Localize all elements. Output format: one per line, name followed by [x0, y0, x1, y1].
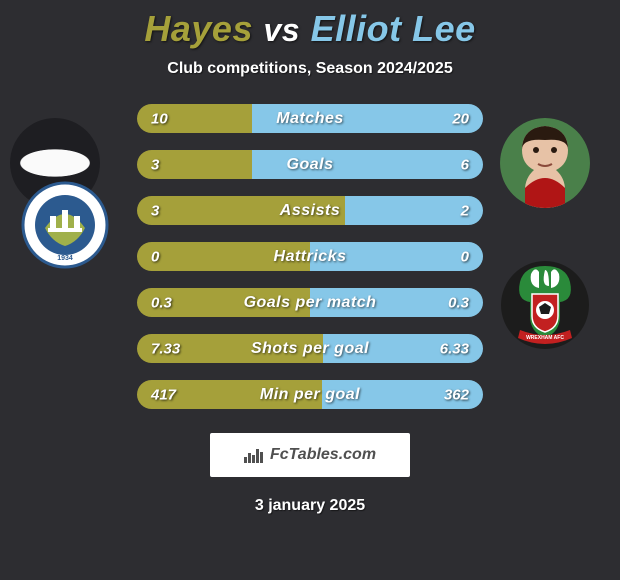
stat-row: 10 20 Matches	[137, 104, 483, 133]
stat-value-left: 10	[151, 110, 168, 127]
stats-list: 10 20 Matches 3 6 Goals 3 2 Assists 0 0 Hattricks 0.…	[137, 104, 483, 409]
player2-name: Elliot Lee	[311, 8, 476, 49]
site-logo: FcTables.com	[210, 433, 410, 477]
stat-value-right: 2	[461, 202, 469, 219]
vs-text: vs	[263, 12, 300, 48]
stat-value-right: 0.3	[448, 294, 469, 311]
crest-right-ribbon-text: WREXHAM AFC	[526, 335, 564, 341]
crest-left-icon: 1934	[20, 180, 110, 270]
player1-club-crest: 1934	[20, 180, 110, 270]
subtitle: Club competitions, Season 2024/2025	[0, 60, 620, 78]
stat-value-right: 20	[452, 110, 469, 127]
logo-text: FcTables.com	[270, 446, 376, 464]
date-text: 3 january 2025	[0, 497, 620, 515]
page-title: Hayes vs Elliot Lee	[0, 0, 620, 50]
stat-label: Min per goal	[260, 386, 360, 404]
stat-value-right: 6.33	[440, 340, 469, 357]
stat-row: 7.33 6.33 Shots per goal	[137, 334, 483, 363]
stat-value-left: 3	[151, 156, 159, 173]
stat-label: Matches	[276, 110, 344, 128]
comparison-card: Hayes vs Elliot Lee Club competitions, S…	[0, 0, 620, 580]
player2-avatar	[500, 118, 590, 208]
stat-label: Goals	[287, 156, 334, 174]
stat-label: Hattricks	[274, 248, 347, 266]
player2-face-icon	[500, 118, 590, 208]
stat-value-left: 7.33	[151, 340, 180, 357]
stat-row: 3 2 Assists	[137, 196, 483, 225]
stat-row: 3 6 Goals	[137, 150, 483, 179]
stat-value-left: 0.3	[151, 294, 172, 311]
stat-value-left: 417	[151, 386, 176, 403]
stat-label: Assists	[280, 202, 340, 220]
stat-row: 0.3 0.3 Goals per match	[137, 288, 483, 317]
stat-row: 417 362 Min per goal	[137, 380, 483, 409]
stat-value-left: 3	[151, 202, 159, 219]
crest-left-year: 1934	[57, 255, 73, 262]
stat-value-right: 0	[461, 248, 469, 265]
crest-right-icon: WREXHAM AFC	[500, 260, 590, 350]
player1-name: Hayes	[144, 8, 253, 49]
stat-value-left: 0	[151, 248, 159, 265]
stat-value-right: 362	[444, 386, 469, 403]
stat-label: Goals per match	[244, 294, 377, 312]
stat-value-right: 6	[461, 156, 469, 173]
player2-club-crest: WREXHAM AFC	[500, 260, 590, 350]
bar-chart-icon	[244, 447, 264, 463]
stat-label: Shots per goal	[251, 340, 369, 358]
stat-row: 0 0 Hattricks	[137, 242, 483, 271]
